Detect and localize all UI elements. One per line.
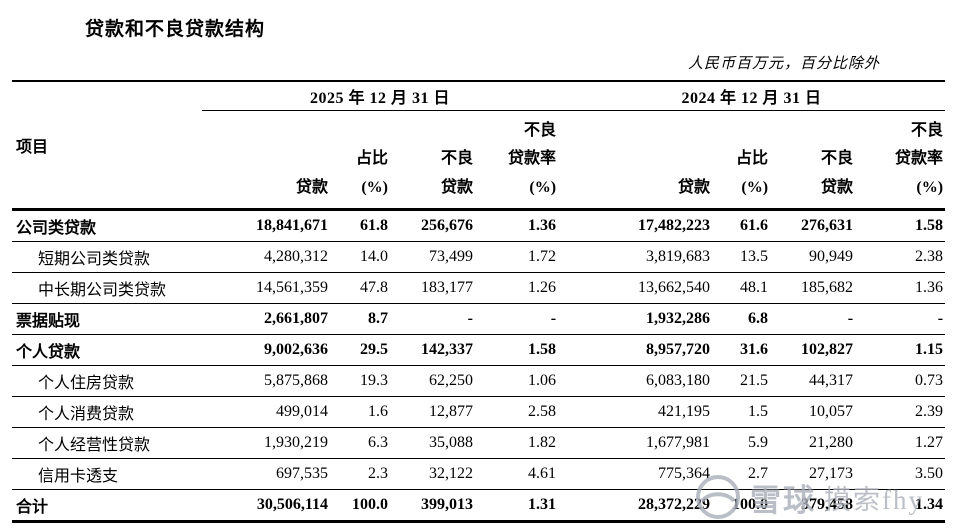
column-header-nplrate-2024: 不良 贷款率 (%) xyxy=(855,110,946,211)
table-row-total: 合计 30,506,114 100.0 399,013 1.31 28,372,22… xyxy=(12,489,946,523)
table-row-personal-consumption: 个人消费贷款 499,014 1.6 12,877 2.58 421,195 1.5 … xyxy=(12,396,946,428)
loan-structure-table: 项目 2025 年 12 月 31 日 2024 年 12 月 31 日 贷款 … xyxy=(12,80,946,523)
column-header-row: 贷款 占比 (%) 不良 贷款 不良 贷款率 (%) 贷款 占比 (%) 不良 贷款 不良贷… xyxy=(12,110,946,211)
currency-unit-note: 人民币百万元，百分比除外 xyxy=(687,56,880,72)
table-row-personal-housing: 个人住房贷款 5,875,868 19.3 62,250 1.06 6,083,18… xyxy=(12,365,946,397)
year-header-row: 项目 2025 年 12 月 31 日 2024 年 12 月 31 日 xyxy=(12,81,946,211)
year-header-2025: 2025 年 12 月 31 日 xyxy=(202,81,559,111)
column-header-loan-2024: 贷款 xyxy=(558,110,713,211)
year-header-2024: 2024 年 12 月 31 日 xyxy=(558,81,946,111)
column-header-loan-2025: 贷款 xyxy=(202,110,330,211)
table-row-credit-card: 信用卡透支 697,535 2.3 32,122 4.61 775,364 2.7 2… xyxy=(12,458,946,490)
column-header-share-2024: 占比 (%) xyxy=(712,110,771,211)
column-header-share-2025: 占比 (%) xyxy=(330,110,390,211)
column-header-item: 项目 xyxy=(12,81,202,211)
table-row-personal-business: 个人经营性贷款 1,930,219 6.3 35,088 1.82 1,677,98… xyxy=(12,427,946,459)
column-header-npl-2024: 不良 贷款 xyxy=(770,110,856,211)
table-row-personal-loans: 个人贷款 9,002,636 29.5 142,337 1.58 8,957,720… xyxy=(12,334,946,366)
column-header-nplrate-2025: 不良 贷款率 (%) xyxy=(475,110,559,211)
column-header-npl-2025: 不良 贷款 xyxy=(390,110,475,211)
table-row-discounted-bills: 票据贴现 2,661,807 8.7 -- 1,932,286 6.8 -- xyxy=(12,303,946,335)
page-title: 贷款和不良贷款结构 xyxy=(85,19,266,40)
table-row-medium-long-term-corporate: 中长期公司类贷款 14,561,359 47.8 183,177 1.26 13,6… xyxy=(12,272,946,304)
table-row-short-term-corporate: 短期公司类贷款 4,280,312 14.0 73,499 1.72 3,819,6… xyxy=(12,241,946,273)
table-row-corporate-loans: 公司类贷款 18,841,671 61.8 256,676 1.36 17,482,… xyxy=(12,209,946,242)
